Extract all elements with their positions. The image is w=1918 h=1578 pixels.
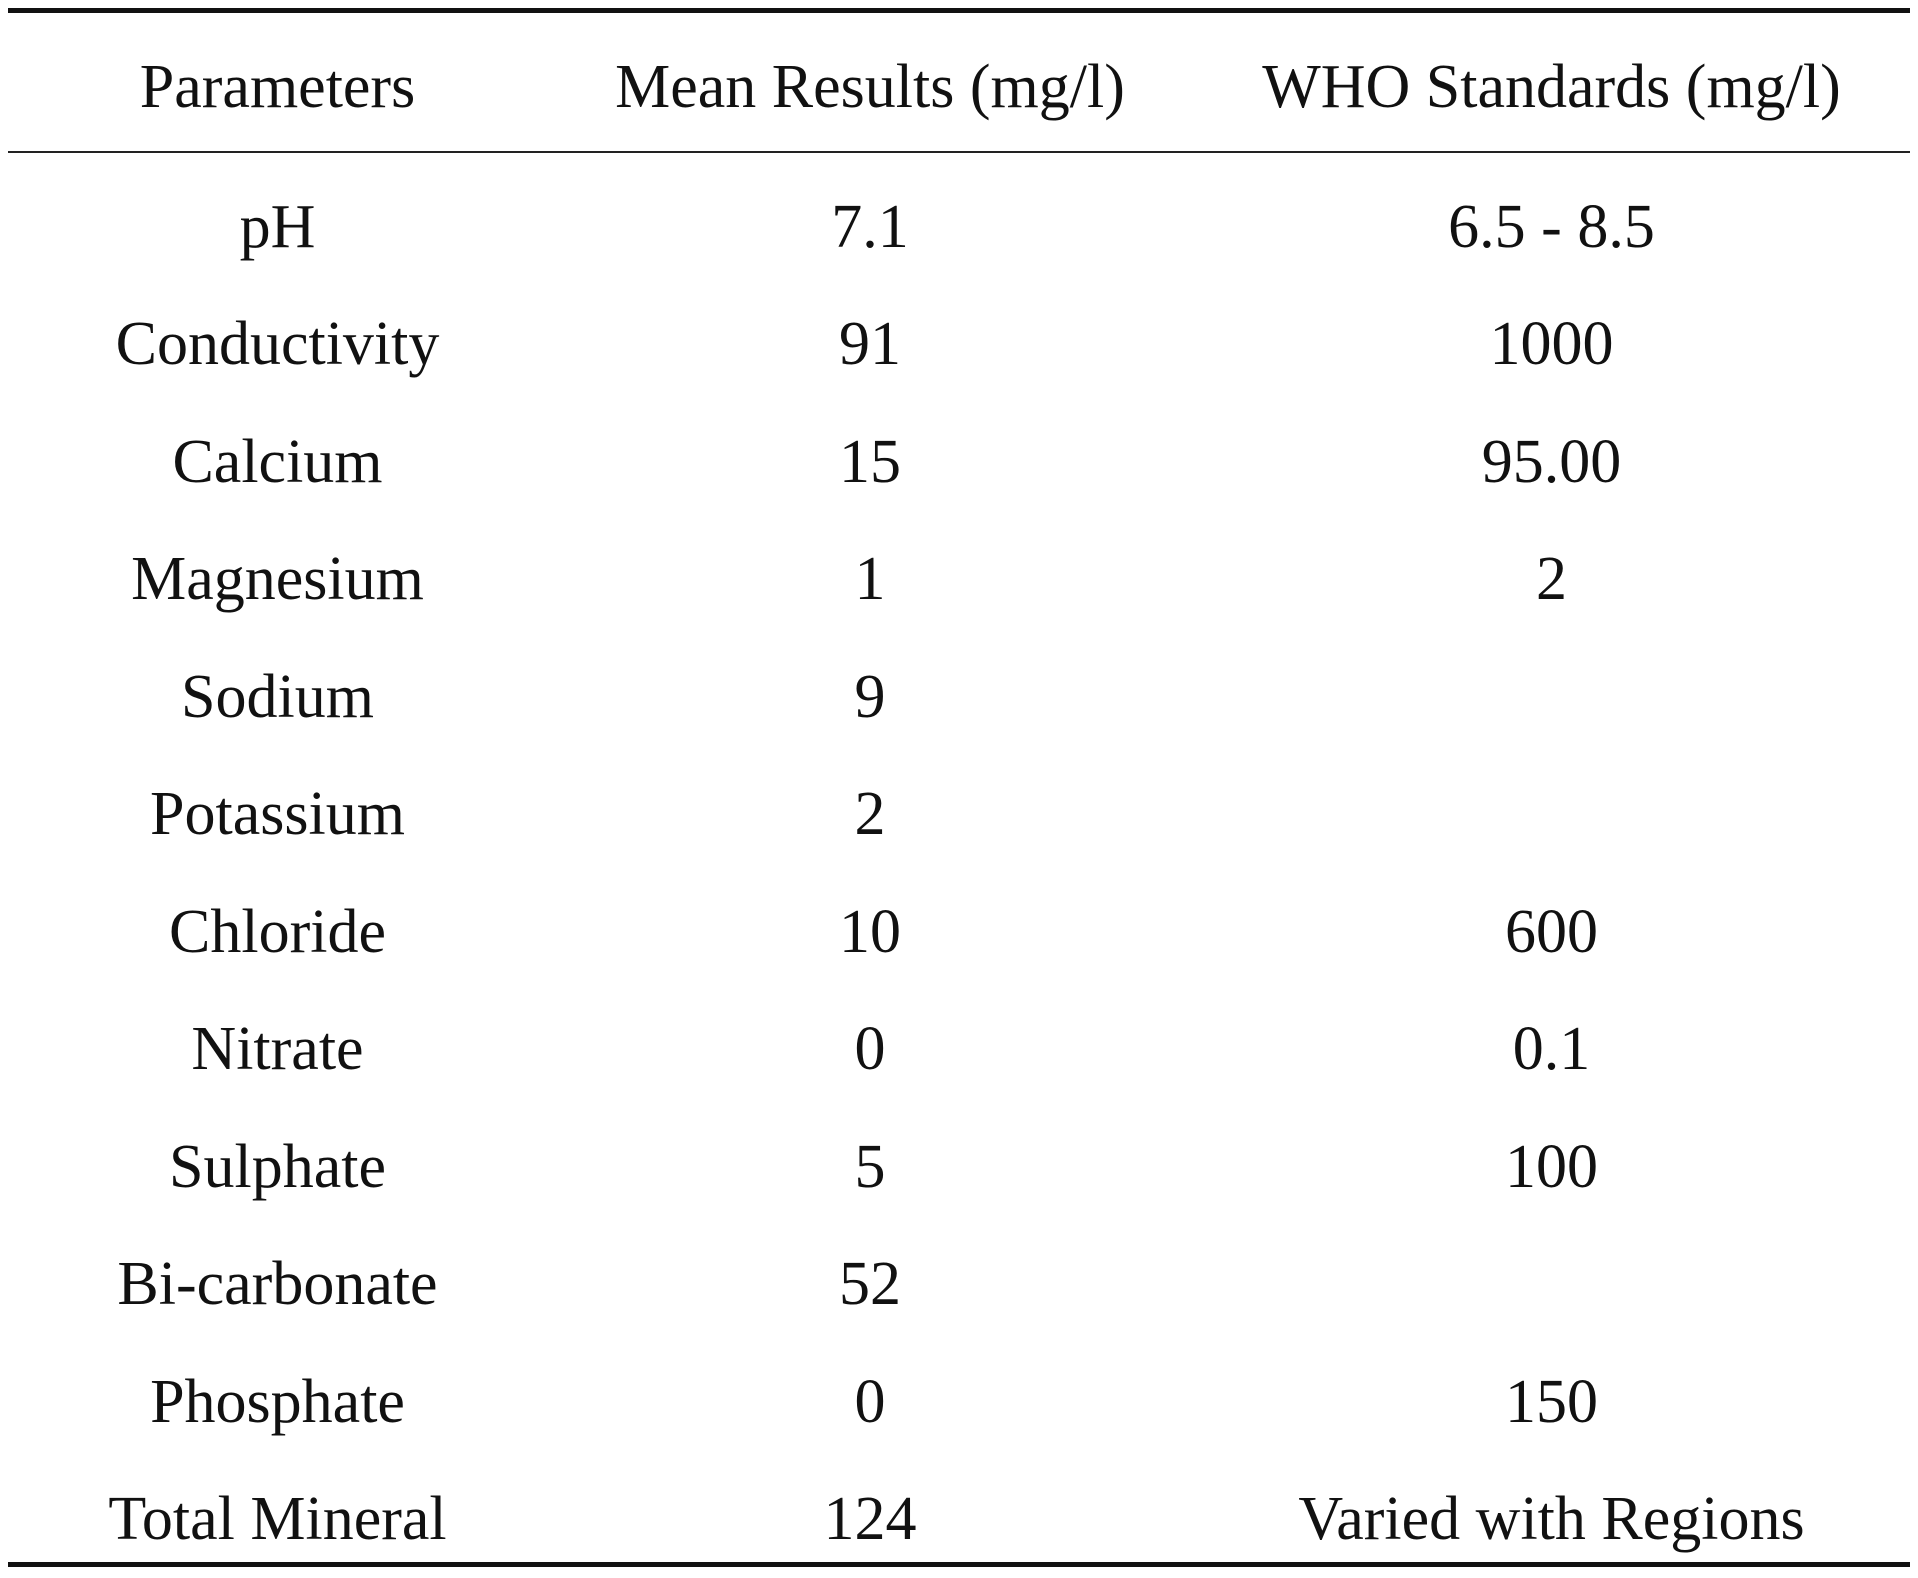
cell-mean-result: 91 <box>547 313 1193 375</box>
cell-mean-result: 2 <box>547 783 1193 845</box>
table-row: Bi-carbonate 52 <box>8 1226 1910 1344</box>
table-bottom-rule <box>8 1562 1910 1567</box>
cell-parameter: Sulphate <box>8 1136 547 1198</box>
cell-mean-result: 124 <box>547 1488 1193 1550</box>
cell-who-standard: 1000 <box>1193 313 1910 375</box>
cell-parameter: Potassium <box>8 783 547 845</box>
table-row: Phosphate 0 150 <box>8 1343 1910 1461</box>
table-row: Calcium 15 95.00 <box>8 403 1910 521</box>
table-row: Sulphate 5 100 <box>8 1108 1910 1226</box>
cell-parameter: Phosphate <box>8 1371 547 1433</box>
cell-who-standard: Varied with Regions <box>1193 1488 1910 1550</box>
header-parameters: Parameters <box>8 56 547 118</box>
cell-who-standard: 100 <box>1193 1136 1910 1198</box>
table-row: Nitrate 0 0.1 <box>8 991 1910 1109</box>
cell-parameter: Sodium <box>8 666 547 728</box>
header-who-standards: WHO Standards (mg/l) <box>1193 56 1910 118</box>
cell-who-standard: 95.00 <box>1193 431 1910 493</box>
cell-who-standard: 6.5 - 8.5 <box>1193 196 1910 258</box>
cell-who-standard: 2 <box>1193 548 1910 610</box>
table-row: Conductivity 91 1000 <box>8 286 1910 404</box>
cell-parameter: pH <box>8 196 547 258</box>
header-mean-results: Mean Results (mg/l) <box>547 56 1193 118</box>
cell-parameter: Bi-carbonate <box>8 1253 547 1315</box>
cell-parameter: Magnesium <box>8 548 547 610</box>
cell-mean-result: 10 <box>547 901 1193 963</box>
cell-parameter: Conductivity <box>8 313 547 375</box>
cell-parameter: Calcium <box>8 431 547 493</box>
table-top-rule <box>8 8 1910 13</box>
cell-mean-result: 1 <box>547 548 1193 610</box>
cell-mean-result: 52 <box>547 1253 1193 1315</box>
cell-mean-result: 7.1 <box>547 196 1193 258</box>
table-header-rule <box>8 151 1910 153</box>
table-row: Sodium 9 <box>8 638 1910 756</box>
cell-who-standard: 0.1 <box>1193 1018 1910 1080</box>
table-row: Total Mineral 124 Varied with Regions <box>8 1461 1910 1578</box>
cell-mean-result: 9 <box>547 666 1193 728</box>
cell-mean-result: 5 <box>547 1136 1193 1198</box>
cell-mean-result: 15 <box>547 431 1193 493</box>
cell-who-standard: 600 <box>1193 901 1910 963</box>
table-row: pH 7.1 6.5 - 8.5 <box>8 168 1910 286</box>
table-row: Chloride 10 600 <box>8 873 1910 991</box>
cell-who-standard: 150 <box>1193 1371 1910 1433</box>
cell-mean-result: 0 <box>547 1018 1193 1080</box>
table-row: Potassium 2 <box>8 756 1910 874</box>
table-row: Magnesium 1 2 <box>8 521 1910 639</box>
cell-parameter: Chloride <box>8 901 547 963</box>
cell-mean-result: 0 <box>547 1371 1193 1433</box>
cell-parameter: Nitrate <box>8 1018 547 1080</box>
cell-parameter: Total Mineral <box>8 1488 547 1550</box>
table-header-row: Parameters Mean Results (mg/l) WHO Stand… <box>8 28 1910 146</box>
